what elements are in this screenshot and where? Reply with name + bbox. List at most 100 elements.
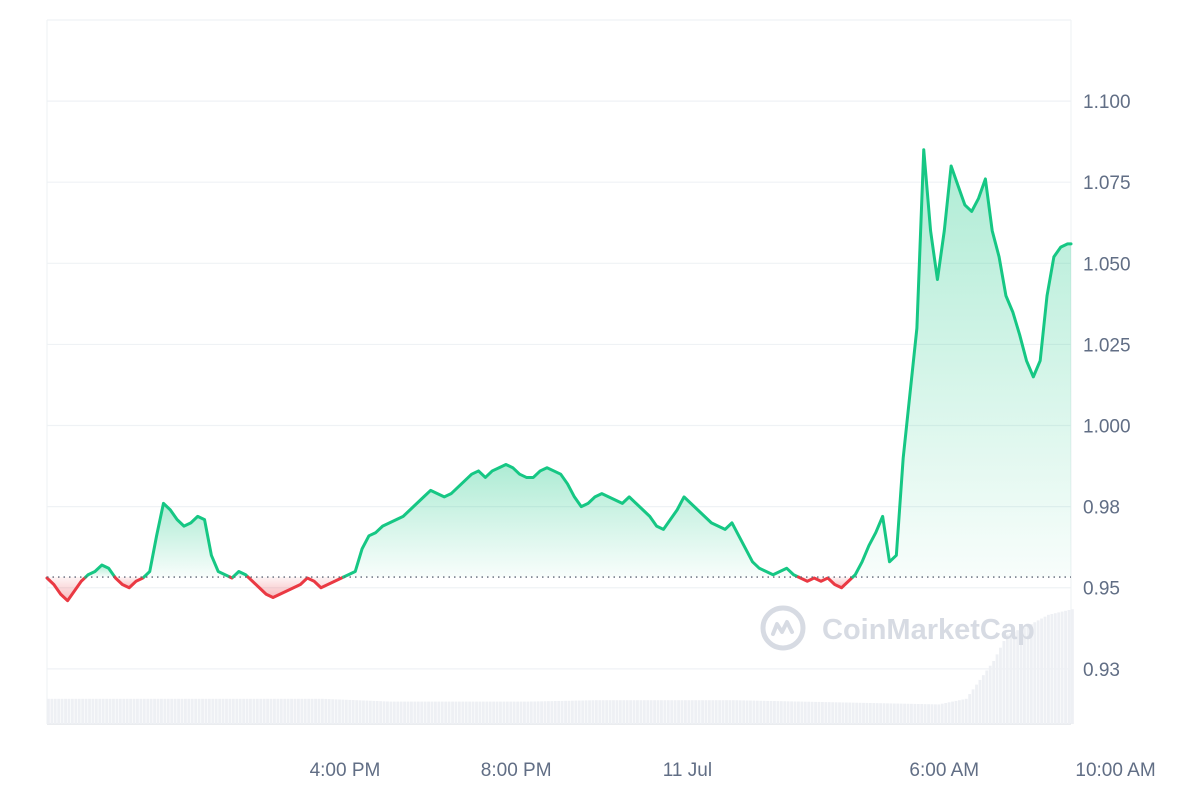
volume-bar	[177, 698, 180, 724]
volume-bar	[173, 698, 177, 724]
volume-bar	[344, 699, 348, 724]
volume-bar	[1050, 614, 1054, 724]
volume-bar	[327, 699, 331, 724]
volume-bar	[622, 700, 626, 724]
volume-bar	[259, 698, 263, 724]
volume-bar	[341, 699, 345, 724]
volume-bar	[985, 670, 989, 724]
volume-bar	[694, 700, 698, 724]
volume-bar	[269, 698, 273, 724]
price-line-up	[231, 570, 250, 579]
volume-bar	[290, 698, 293, 724]
volume-bar	[214, 698, 218, 724]
volume-bar	[653, 700, 657, 724]
volume-bar	[81, 698, 85, 724]
volume-bar	[475, 701, 478, 724]
volume-bar	[1064, 610, 1067, 724]
volume-bar	[262, 698, 266, 724]
volume-bar	[536, 701, 540, 724]
volume-bar	[910, 703, 913, 724]
volume-bar	[889, 703, 893, 724]
volume-bar	[187, 698, 191, 724]
volume-bar	[1023, 627, 1026, 724]
volume-bar	[646, 700, 650, 724]
volume-bar	[944, 703, 948, 724]
volume-bar	[725, 700, 728, 724]
volume-bar	[362, 700, 365, 724]
volume-bar	[999, 647, 1002, 724]
volume-bar	[553, 701, 557, 724]
volume-bar	[721, 700, 725, 724]
volume-bar	[687, 700, 691, 724]
volume-bar	[324, 698, 328, 724]
volume-bar	[112, 698, 115, 724]
volume-bar	[793, 701, 797, 724]
volume-bar	[529, 701, 533, 724]
volume-bar	[533, 701, 537, 724]
y-axis: 1.100 1.075 1.050 1.025 1.000 0.98 0.95 0.93	[1083, 92, 1131, 681]
volume-bar	[872, 703, 876, 724]
volume-bar	[923, 704, 927, 724]
volume-bar	[519, 701, 523, 724]
volume-bar	[488, 701, 492, 724]
volume-bar	[663, 700, 667, 724]
volume-bar	[927, 704, 930, 724]
volume-bar	[636, 700, 639, 724]
volume-bar	[132, 698, 136, 724]
volume-bar	[433, 701, 437, 724]
volume-bar	[1026, 626, 1030, 724]
volume-bar	[420, 701, 424, 724]
volume-bar	[57, 698, 61, 724]
volume-bar	[957, 700, 961, 724]
price-line-up	[851, 148, 1073, 579]
volume-bar	[858, 702, 862, 724]
volume-bar	[351, 700, 355, 724]
volume-bar	[338, 699, 341, 724]
volume-bar	[690, 700, 694, 724]
volume-bar	[320, 698, 324, 724]
volume-bar	[389, 701, 393, 724]
volume-bar	[194, 698, 198, 724]
volume-bar	[570, 700, 574, 724]
volume-bar	[776, 701, 780, 724]
volume-bar	[755, 700, 759, 724]
volume-bar	[279, 698, 283, 724]
volume-bar	[560, 700, 564, 724]
volume-bar	[742, 700, 746, 724]
volume-bar	[540, 701, 543, 724]
volume-bar	[906, 703, 910, 724]
volume-bar	[1047, 614, 1050, 724]
volume-bar	[1060, 611, 1064, 724]
volume-bar	[440, 701, 444, 724]
watermark-text: CoinMarketCap	[822, 614, 1035, 646]
volume-bar	[77, 698, 81, 724]
volume-bar	[844, 702, 848, 724]
volume-bar	[882, 703, 886, 724]
volume-bar	[437, 701, 441, 724]
volume-bar	[163, 698, 167, 724]
volume-bar	[64, 698, 67, 724]
volume-bar	[310, 698, 314, 724]
volume-bar	[218, 698, 222, 724]
volume-bar	[303, 698, 307, 724]
volume-bar	[526, 701, 530, 724]
volume-bar	[1043, 616, 1047, 724]
volume-bar	[358, 700, 362, 724]
volume-bar	[197, 698, 201, 724]
volume-bar	[547, 701, 550, 724]
volume-bar	[516, 701, 520, 724]
volume-bar	[817, 701, 821, 724]
volume-bar	[704, 700, 708, 724]
volume-bar	[457, 701, 461, 724]
volume-bar	[98, 698, 102, 724]
volume-bar	[769, 700, 773, 724]
volume-bar	[297, 698, 300, 724]
volume-bar	[868, 703, 872, 724]
volume-bar	[348, 699, 352, 724]
volume-bar	[406, 701, 410, 724]
volume-bar	[680, 700, 684, 724]
volume-bar	[851, 702, 855, 724]
volume-bar	[142, 698, 146, 724]
volume-bar	[954, 700, 958, 724]
volume-bar	[156, 698, 160, 724]
